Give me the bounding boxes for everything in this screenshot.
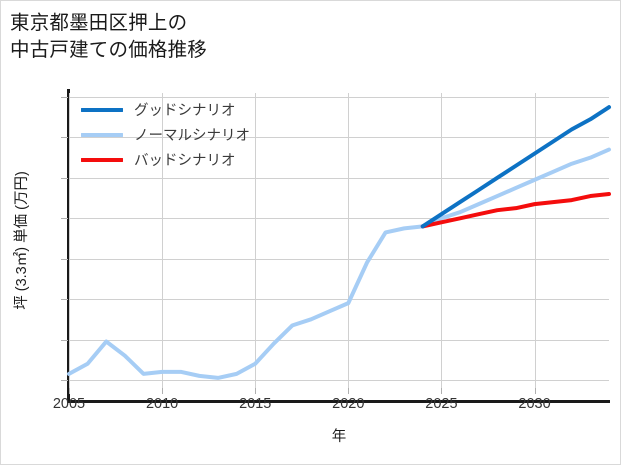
legend-swatch-bad [81, 157, 123, 162]
line-normal-scenario [67, 147, 611, 380]
plot-area: 1001201401601802002202402005201020152020… [53, 93, 611, 412]
gridline-vertical [348, 93, 350, 388]
x-tick-mark [69, 388, 70, 394]
x-tick-mark [441, 388, 443, 394]
legend-item[interactable]: ノーマルシナリオ [81, 122, 250, 147]
x-tick-mark [534, 388, 536, 394]
legend-swatch-normal [81, 132, 123, 137]
chart-title: 東京都墨田区押上の 中古戸建ての価格推移 [10, 12, 208, 61]
gridline-horizontal [69, 258, 609, 260]
gridline-vertical [441, 93, 443, 388]
legend-label-normal: ノーマルシナリオ [134, 128, 250, 144]
legend-item[interactable]: バッドシナリオ [81, 147, 250, 172]
gridline-vertical [69, 93, 70, 388]
y-tick-mark [61, 97, 68, 99]
y-tick-mark [61, 258, 68, 260]
x-tick-label: 2030 [518, 396, 551, 412]
line-bad-scenario [420, 192, 611, 229]
legend-label-good: グッドシナリオ [134, 103, 236, 119]
y-tick-mark [61, 299, 68, 301]
x-tick-mark [162, 388, 164, 394]
gridline-horizontal [69, 379, 609, 381]
y-tick-mark [61, 379, 68, 381]
x-tick-label: 2015 [239, 396, 272, 412]
series-lines [67, 105, 611, 380]
gridline-horizontal [69, 299, 609, 301]
gridline-horizontal [69, 218, 609, 220]
y-tick-mark [61, 137, 68, 139]
x-axis-title: 年 [331, 429, 347, 445]
gridline-vertical [162, 93, 164, 388]
x-tick-mark [255, 388, 257, 394]
gridline-horizontal [69, 177, 609, 179]
chart-legend: グッドシナリオ ノーマルシナリオ バッドシナリオ [81, 97, 250, 172]
x-tick-label: 2005 [52, 396, 86, 412]
x-tick-label: 2010 [145, 396, 179, 412]
gridline-vertical [534, 93, 536, 388]
line-good-scenario [420, 105, 611, 229]
y-tick-mark [61, 339, 68, 341]
gridline-horizontal [69, 137, 609, 139]
legend-swatch-good [81, 107, 123, 112]
y-tick-mark [61, 177, 68, 179]
x-axis-spine [67, 400, 610, 403]
x-tick-label: 2020 [332, 396, 365, 412]
legend-label-bad: バッドシナリオ [134, 153, 236, 169]
legend-item[interactable]: グッドシナリオ [81, 97, 250, 122]
y-axis-spine [67, 89, 70, 402]
gridline-horizontal [69, 97, 609, 99]
y-axis-title: 坪 (3.3㎡) 単価 (万円) [14, 171, 30, 310]
gridline-horizontal [69, 339, 609, 341]
x-tick-label: 2025 [425, 396, 458, 412]
gridline-vertical [255, 93, 257, 388]
y-tick-mark [61, 218, 68, 220]
x-tick-mark [348, 388, 350, 394]
